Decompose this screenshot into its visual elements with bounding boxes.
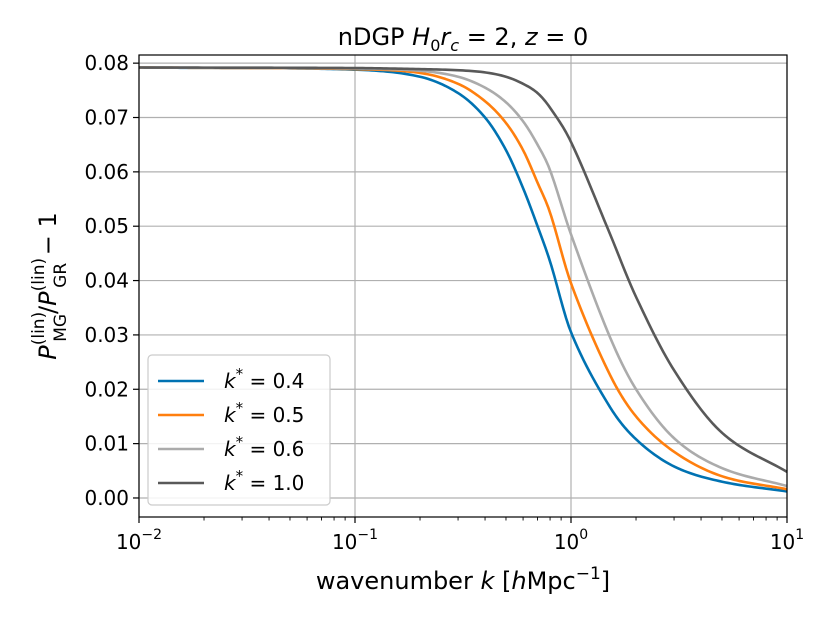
- legend-box: [147, 354, 331, 506]
- chart-title: nDGP H0rc = 2, z = 0: [338, 23, 588, 55]
- legend-label-2: k* = 0.5: [224, 399, 304, 427]
- ticks: 0.00 0.01 0.02 0.03 0.04 0.05 0.06 0.07 0.08 10−2…: [84, 51, 804, 554]
- y-tick-label: 0.03: [84, 323, 129, 347]
- y-tick-label: 0.04: [84, 269, 129, 293]
- x-tick-label: 10−2: [116, 527, 162, 554]
- y-tick-label: 0.02: [84, 377, 129, 401]
- y-tick-label: 0.08: [84, 51, 129, 75]
- y-tick-label: 0.01: [84, 432, 129, 456]
- legend-label-3: k* = 0.6: [224, 433, 304, 461]
- legend-label-4: k* = 1.0: [224, 467, 304, 495]
- y-tick-label: 0.06: [84, 160, 129, 184]
- series-line-4: [138, 66, 788, 474]
- y-tick-label: 0.00: [84, 486, 129, 510]
- legend: k* = 0.4 k* = 0.5 k* = 0.6 k* = 1.0: [147, 354, 331, 506]
- y-axis-label: P(lin) MG/P(lin) GR − 1: [29, 212, 71, 360]
- x-tick-label: 101: [770, 527, 804, 554]
- x-tick-label: 10−1: [332, 527, 378, 554]
- x-axis-label: wavenumber k [hMpc−1]: [316, 564, 610, 595]
- y-tick-label: 0.07: [84, 106, 129, 130]
- plot-frame: [138, 54, 788, 518]
- y-tick-label: 0.05: [84, 214, 129, 238]
- series-group: [138, 66, 788, 493]
- legend-label-1: k* = 0.4: [224, 365, 304, 393]
- x-tick-label: 100: [554, 527, 588, 554]
